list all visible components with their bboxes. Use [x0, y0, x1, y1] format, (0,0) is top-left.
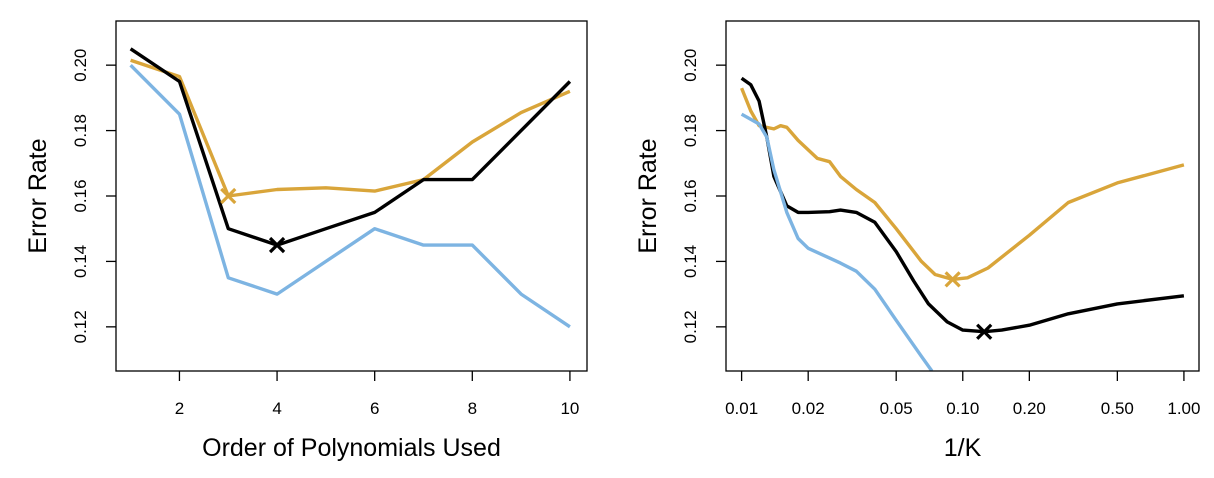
x-tick-label: 8 — [468, 399, 477, 418]
y-tick-label: 0.20 — [681, 49, 700, 82]
x-tick-label: 4 — [272, 399, 281, 418]
y-tick-label: 0.16 — [681, 179, 700, 212]
y-tick-label: 0.18 — [71, 114, 90, 147]
y-tick-label: 0.20 — [71, 49, 90, 82]
x-tick-label: 10 — [560, 399, 579, 418]
x-tick-label: 6 — [370, 399, 379, 418]
x-tick-label: 0.01 — [725, 399, 758, 418]
x-tick-label: 0.10 — [946, 399, 979, 418]
y-tick-label: 0.14 — [71, 245, 90, 278]
y-tick-label: 0.12 — [681, 310, 700, 343]
y-tick-label: 0.18 — [681, 114, 700, 147]
series-line-training-error — [129, 63, 571, 329]
min-marker-test-error — [944, 271, 961, 288]
y-axis-title: Error Rate — [24, 138, 52, 253]
x-axis-title: 1/K — [944, 434, 982, 462]
panel-inverse-k: 0.01 0.02 0.05 0.10 0.20 0.50 1.00 0.12 0.14 0.1… — [634, 20, 1200, 462]
x-tick-label: 1.00 — [1167, 399, 1200, 418]
y-tick-label: 0.16 — [71, 179, 90, 212]
x-tick-label: 0.05 — [880, 399, 913, 418]
series-line-training-error — [740, 112, 934, 371]
y-tick-label: 0.12 — [71, 310, 90, 343]
x-tick-label: 2 — [175, 399, 184, 418]
x-tick-label: 0.50 — [1101, 399, 1134, 418]
series-line-cv-error — [129, 47, 572, 247]
y-axis-title: Error Rate — [634, 138, 662, 253]
series-line-test-error — [740, 87, 1185, 282]
x-axis-title: Order of Polynomials Used — [202, 434, 501, 462]
x-tick-label: 0.20 — [1013, 399, 1046, 418]
x-tick-label: 0.02 — [792, 399, 825, 418]
y-tick-label: 0.14 — [681, 245, 700, 278]
panel-polynomial-order: 2 4 6 8 10 0.12 0.14 0.16 0.18 0.20 Order of Pol… — [24, 20, 588, 462]
min-marker-cv-error — [976, 323, 993, 340]
min-marker-cv-error — [268, 236, 286, 254]
series-line-test-error — [130, 58, 571, 198]
min-marker-test-error — [220, 187, 237, 205]
